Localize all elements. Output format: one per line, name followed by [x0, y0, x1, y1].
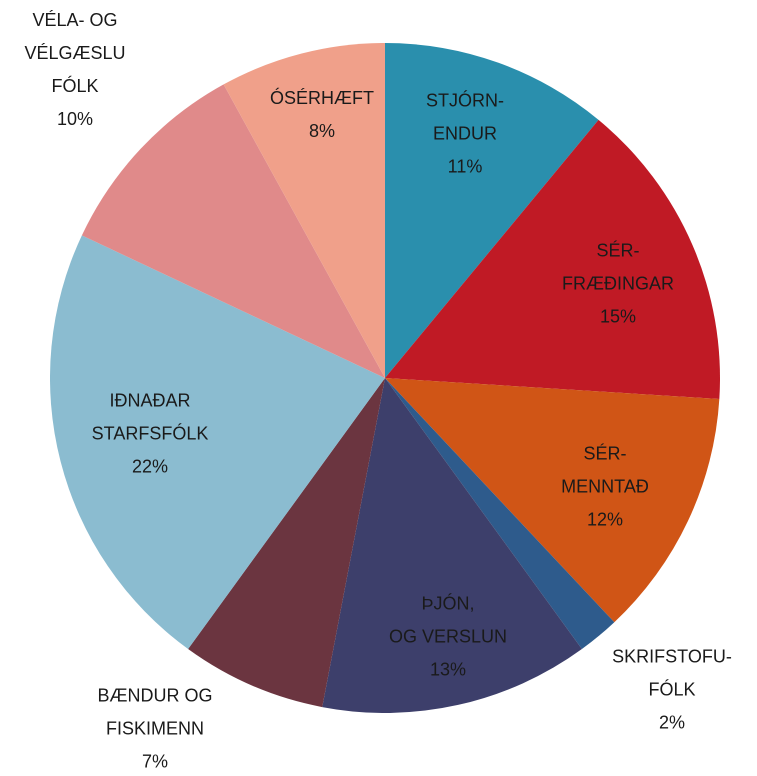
pie-slice: [385, 119, 720, 400]
value-label: 2%: [658, 712, 686, 733]
value-label: 8%: [308, 121, 336, 141]
category-label: IÐNAÐAR STARFSFÓLK: [91, 390, 209, 444]
value-label: 10%: [56, 109, 94, 129]
category-label: STJÓRN- ENDUR: [426, 90, 504, 144]
pie-slice: [223, 43, 385, 378]
pie-slice: [385, 378, 615, 650]
slice-label: BÆNDUR OG FISKIMENN 7%: [97, 680, 212, 776]
pie-slice: [322, 378, 582, 713]
category-label: ÓSÉRHÆFT: [269, 88, 375, 108]
pie-slice: [49, 235, 385, 650]
slice-label: ÓSÉRHÆFT 8%: [270, 82, 374, 148]
category-label: SKRIFSTOFU- FÓLK: [612, 646, 732, 700]
slice-label: SÉR- FRÆÐINGAR 15%: [562, 235, 674, 334]
value-label: 11%: [447, 156, 483, 177]
value-label: 22%: [131, 456, 169, 477]
slice-label: STJÓRN- ENDUR 11%: [426, 85, 504, 184]
pie-slice: [188, 378, 385, 708]
slice-label: VÉLA- OG VÉLGÆSLU FÓLK 10%: [24, 4, 125, 136]
pie-slice: [81, 84, 385, 379]
slice-label: SÉR- MENNTAÐ 12%: [561, 438, 649, 537]
category-label: ÞJÓN, OG VERSLUN: [388, 593, 508, 647]
slice-label: IÐNAÐAR STARFSFÓLK 22%: [92, 385, 209, 484]
pie-slice: [385, 43, 599, 378]
slice-label: SKRIFSTOFU- FÓLK 2%: [612, 641, 732, 740]
pie-slice: [385, 378, 720, 623]
category-label: BÆNDUR OG FISKIMENN: [97, 685, 213, 739]
category-label: SÉR- FRÆÐINGAR: [562, 240, 674, 294]
value-label: 7%: [141, 751, 169, 772]
category-label: VÉLA- OG VÉLGÆSLU FÓLK: [24, 10, 126, 96]
category-label: SÉR- MENNTAÐ: [561, 443, 649, 497]
slice-label: ÞJÓN, OG VERSLUN 13%: [389, 588, 507, 687]
value-label: 15%: [599, 306, 637, 327]
value-label: 12%: [586, 509, 624, 530]
value-label: 13%: [429, 659, 467, 680]
